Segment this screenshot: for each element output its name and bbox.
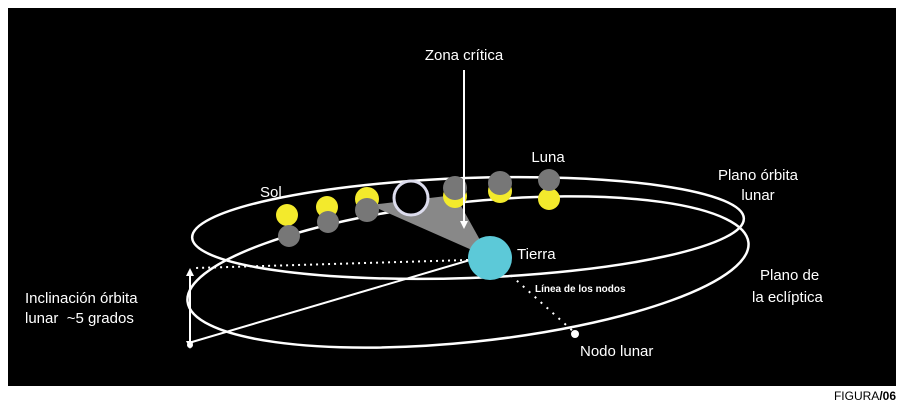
label: Línea de los nodos <box>535 284 626 295</box>
label: lunar ~5 grados <box>25 310 134 327</box>
node-point <box>571 330 579 338</box>
lunar-orbit <box>190 175 746 281</box>
label: la eclíptica <box>752 289 824 306</box>
label: Tierra <box>517 246 556 263</box>
figure-prefix: FIGURA <box>834 389 879 403</box>
figure-number: /06 <box>879 389 896 403</box>
label: Plano de <box>760 267 819 284</box>
label: Luna <box>531 149 565 166</box>
eclipse-sequence <box>276 169 560 247</box>
figure-label: FIGURA/06 <box>834 389 896 403</box>
label: Zona crítica <box>425 47 504 64</box>
line <box>191 259 471 343</box>
label: lunar <box>741 187 774 204</box>
label: Nodo lunar <box>580 343 653 360</box>
earth <box>468 236 512 280</box>
label: Plano órbita <box>718 167 799 184</box>
label: Inclinación órbita <box>25 290 138 307</box>
dot <box>187 342 193 348</box>
label: Sol <box>260 184 282 201</box>
